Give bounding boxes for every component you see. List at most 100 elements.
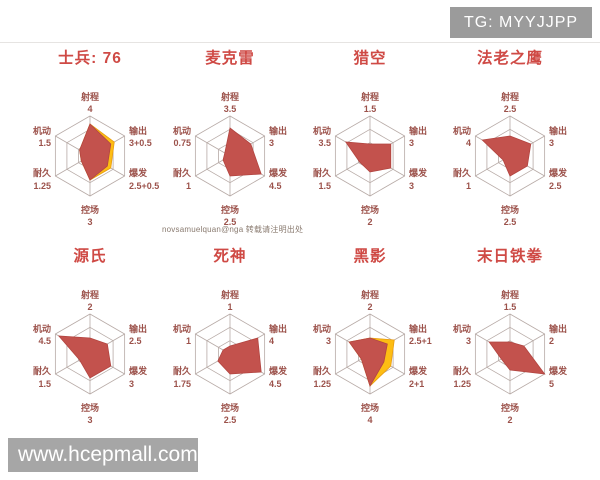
axis-value-机动: 1 xyxy=(186,336,191,346)
radar-plot: 射程 2.5 输出 3 爆发 2.5 控场 2.5 耐久 1 机动 4 xyxy=(453,91,568,227)
axis-label-输出: 输出 xyxy=(269,323,287,334)
axis-value-射程: 1.5 xyxy=(364,104,377,114)
chart-title: 猎空 xyxy=(353,50,387,67)
tg-contact-badge: TG: MYYJJPP xyxy=(450,7,592,38)
axis-value-爆发: 4.5 xyxy=(269,181,282,191)
axis-label-耐久: 耐久 xyxy=(453,365,472,376)
axis-label-耐久: 耐久 xyxy=(33,365,52,376)
axis-label-爆发: 爆发 xyxy=(409,167,428,178)
axis-label-射程: 射程 xyxy=(220,91,239,102)
axis-label-爆发: 爆发 xyxy=(269,167,288,178)
radar-chart-1: 士兵: 76 射程 4 输出 3+0.5 爆发 2.5+0.5 控场 3 耐久 1.25 机动 1.5 xyxy=(20,48,160,232)
axis-value-控场: 2 xyxy=(507,415,512,425)
radar-polygon xyxy=(488,341,546,375)
axis-value-耐久: 1.25 xyxy=(313,379,331,389)
axis-value-爆发: 4.5 xyxy=(269,379,282,389)
radar-plot: 射程 2 输出 2.5 爆发 3 控场 3 耐久 1.5 机动 4.5 xyxy=(33,289,148,425)
axis-label-输出: 输出 xyxy=(269,125,287,136)
axis-label-机动: 机动 xyxy=(313,125,331,136)
axis-value-机动: 4.5 xyxy=(38,336,51,346)
top-divider xyxy=(0,42,600,43)
radar-plot: 射程 2 输出 2.5+1 爆发 2+1 控场 4 耐久 1.25 机动 3 xyxy=(313,289,432,425)
axis-value-控场: 2.5 xyxy=(224,217,237,227)
axis-label-射程: 射程 xyxy=(220,289,239,300)
axis-label-输出: 输出 xyxy=(409,323,427,334)
axis-label-输出: 输出 xyxy=(549,125,567,136)
axis-value-爆发: 2.5 xyxy=(549,181,562,191)
radar-polygon xyxy=(57,335,112,379)
axis-value-控场: 2.5 xyxy=(224,415,237,425)
watermark-url: www.hcepmall.com xyxy=(8,438,198,472)
axis-value-耐久: 1.5 xyxy=(38,379,51,389)
axis-label-机动: 机动 xyxy=(453,323,471,334)
chart-title: 源氏 xyxy=(73,248,107,265)
chart-title: 末日铁拳 xyxy=(476,248,543,265)
axis-label-爆发: 爆发 xyxy=(129,167,148,178)
axis-label-控场: 控场 xyxy=(81,204,99,215)
axis-label-控场: 控场 xyxy=(221,204,239,215)
radar-chart-6: 死神 射程 1 输出 4 爆发 4.5 控场 2.5 耐久 1.75 机动 1 xyxy=(160,246,300,430)
axis-label-爆发: 爆发 xyxy=(269,365,288,376)
axis-value-射程: 2 xyxy=(87,302,92,312)
axis-label-输出: 输出 xyxy=(129,323,147,334)
axis-label-爆发: 爆发 xyxy=(549,167,568,178)
chart-title: 死神 xyxy=(213,248,247,265)
axis-value-机动: 3.5 xyxy=(318,138,331,148)
axis-value-机动: 4 xyxy=(466,138,471,148)
radar-chart-2: 麦克雷 射程 3.5 输出 3 爆发 4.5 控场 2.5 耐久 1 机动 0.75 xyxy=(160,48,300,232)
axis-label-机动: 机动 xyxy=(33,323,51,334)
axis-value-耐久: 1.25 xyxy=(453,379,471,389)
axis-label-机动: 机动 xyxy=(173,323,191,334)
radar-polygon xyxy=(481,135,532,177)
radar-chart-4: 法老之鹰 射程 2.5 输出 3 爆发 2.5 控场 2.5 耐久 1 机动 4 xyxy=(440,48,580,232)
radar-charts-grid: 士兵: 76 射程 4 输出 3+0.5 爆发 2.5+0.5 控场 3 耐久 1.25 机动 1.5 麦… xyxy=(20,48,580,430)
chart-title: 士兵: 76 xyxy=(58,50,122,67)
axis-value-爆发: 3 xyxy=(409,181,414,191)
axis-value-输出: 3 xyxy=(409,138,414,148)
radar-polygon xyxy=(217,337,262,375)
axis-label-控场: 控场 xyxy=(361,204,379,215)
axis-label-耐久: 耐久 xyxy=(453,167,472,178)
axis-label-射程: 射程 xyxy=(500,289,519,300)
axis-value-射程: 3.5 xyxy=(224,104,237,114)
radar-polygon xyxy=(222,127,262,177)
axis-value-耐久: 1.5 xyxy=(318,181,331,191)
radar-plot: 射程 3.5 输出 3 爆发 4.5 控场 2.5 耐久 1 机动 0.75 xyxy=(173,91,288,227)
axis-value-控场: 4 xyxy=(367,415,372,425)
axis-value-耐久: 1 xyxy=(466,181,471,191)
axis-value-控场: 3 xyxy=(87,415,92,425)
radar-chart-5: 源氏 射程 2 输出 2.5 爆发 3 控场 3 耐久 1.5 机动 4.5 xyxy=(20,246,160,430)
axis-value-机动: 3 xyxy=(466,336,471,346)
axis-label-机动: 机动 xyxy=(173,125,191,136)
axis-value-耐久: 1 xyxy=(186,181,191,191)
radar-chart-3: 猎空 射程 1.5 输出 3 爆发 3 控场 2 耐久 1.5 机动 3.5 xyxy=(300,48,440,232)
chart-title: 法老之鹰 xyxy=(476,50,543,67)
axis-value-输出: 3+0.5 xyxy=(129,138,152,148)
axis-label-控场: 控场 xyxy=(501,402,519,413)
axis-value-耐久: 1.75 xyxy=(173,379,191,389)
axis-value-爆发: 2.5+0.5 xyxy=(129,181,159,191)
axis-value-爆发: 3 xyxy=(129,379,134,389)
axis-label-耐久: 耐久 xyxy=(173,365,192,376)
axis-value-射程: 4 xyxy=(87,104,92,114)
axis-label-控场: 控场 xyxy=(501,204,519,215)
axis-value-射程: 1 xyxy=(227,302,232,312)
radar-grid-spoke xyxy=(195,135,231,157)
axis-label-射程: 射程 xyxy=(360,91,379,102)
axis-value-输出: 3 xyxy=(549,138,554,148)
axis-value-输出: 2 xyxy=(549,336,554,346)
axis-value-控场: 2.5 xyxy=(504,217,517,227)
axis-label-爆发: 爆发 xyxy=(129,365,148,376)
axis-value-爆发: 5 xyxy=(549,379,554,389)
axis-label-机动: 机动 xyxy=(453,125,471,136)
radar-polygon xyxy=(348,337,388,387)
axis-value-控场: 2 xyxy=(367,217,372,227)
chart-title: 黑影 xyxy=(353,248,387,265)
radar-chart-7: 黑影 射程 2 输出 2.5+1 爆发 2+1 控场 4 耐久 1.25 机动 3 xyxy=(300,246,440,430)
axis-label-机动: 机动 xyxy=(33,125,51,136)
axis-value-射程: 2 xyxy=(367,302,372,312)
axis-value-输出: 2.5+1 xyxy=(409,336,432,346)
axis-label-耐久: 耐久 xyxy=(173,167,192,178)
axis-value-爆发: 2+1 xyxy=(409,379,424,389)
axis-value-输出: 2.5 xyxy=(129,336,142,346)
